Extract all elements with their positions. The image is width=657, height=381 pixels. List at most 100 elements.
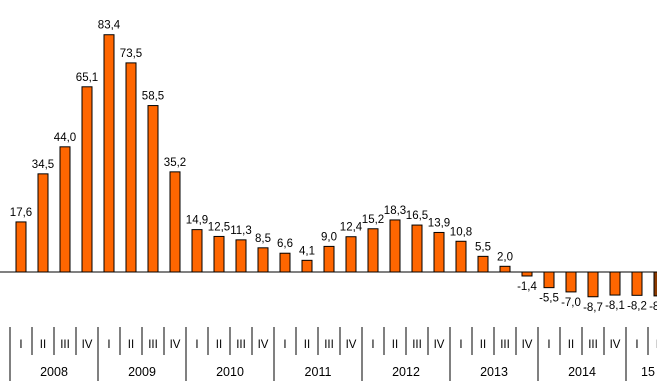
value-label: -5,5	[539, 293, 559, 305]
bar	[389, 219, 401, 273]
bar	[191, 229, 203, 273]
value-labels-group: 17,6 34,5 44,0 65,1 83,4 73,5 58,5 35,2 14,912,5…	[10, 20, 657, 314]
quarter-tick-label: IV	[610, 339, 621, 351]
value-label: -8,7	[583, 302, 603, 314]
quarter-tick-label: II	[304, 339, 310, 351]
bar	[301, 259, 313, 273]
bar	[609, 271, 621, 296]
quarter-tick-label: IV	[434, 339, 445, 351]
value-label: 8,5	[255, 233, 271, 245]
bar	[477, 255, 489, 273]
bar	[499, 265, 511, 273]
value-label: 58,5	[142, 91, 164, 103]
bars-group	[15, 34, 657, 298]
quarter-tick-label: III	[148, 339, 158, 351]
bar	[235, 239, 247, 273]
year-tick-label: 2014	[568, 365, 596, 379]
quarter-tick-label: I	[107, 339, 110, 351]
bar	[587, 271, 599, 298]
quarter-tick-label: I	[547, 339, 550, 351]
quarter-tick-label: III	[324, 339, 334, 351]
year-tick-label: 2008	[40, 365, 68, 379]
value-label: 12,5	[208, 221, 230, 233]
year-tick-label: 2011	[305, 365, 332, 379]
value-label: 16,5	[406, 210, 428, 222]
value-label: -8,1	[605, 300, 625, 312]
value-label: 17,6	[10, 207, 32, 219]
quarter-tick-label: II	[568, 339, 574, 351]
quarter-tick-label: IV	[170, 339, 181, 351]
quarter-tick-label: II	[480, 339, 486, 351]
bar	[631, 271, 643, 296]
bar	[15, 221, 27, 273]
bar	[411, 224, 423, 273]
bar	[279, 252, 291, 273]
year-tick-label: 2010	[216, 365, 244, 379]
year-tick-label: 2009	[128, 365, 156, 379]
bar	[565, 271, 577, 293]
value-label: 11,3	[230, 225, 252, 237]
bar	[103, 34, 115, 273]
value-label: 12,4	[340, 222, 363, 234]
value-label: 83,4	[98, 20, 121, 32]
quarter-tick-label: IV	[82, 339, 93, 351]
quarter-tick-label: II	[656, 339, 657, 351]
value-label: 13,9	[428, 217, 450, 229]
value-label: -1,4	[517, 281, 537, 293]
value-label: -8,2	[627, 300, 647, 312]
value-label: 65,1	[76, 72, 98, 84]
value-label: 34,5	[32, 159, 54, 171]
quarter-tick-label: II	[128, 339, 134, 351]
bar	[59, 146, 71, 273]
quarter-tick-label: III	[500, 339, 510, 351]
bar	[323, 245, 335, 273]
quarter-tick-label: IV	[522, 339, 533, 351]
value-label: -7,0	[561, 297, 581, 309]
bar	[367, 228, 379, 273]
quarter-tick-label: III	[236, 339, 246, 351]
bar	[543, 271, 555, 289]
bar	[147, 105, 159, 273]
value-label: 73,5	[120, 48, 142, 60]
bar	[345, 236, 357, 273]
bar	[213, 235, 225, 273]
bar	[125, 62, 137, 273]
bar	[433, 231, 445, 273]
value-label: 18,3	[384, 205, 406, 217]
quarter-tick-label: II	[392, 339, 398, 351]
value-label: 10,8	[450, 226, 472, 238]
value-label: 35,2	[164, 157, 186, 169]
quarter-tick-label: I	[195, 339, 198, 351]
quarter-tick-label: III	[60, 339, 70, 351]
bar	[653, 271, 657, 297]
bar	[257, 247, 269, 273]
quarter-tick-label: I	[459, 339, 462, 351]
bar	[455, 240, 467, 273]
quarter-tick-label: IV	[258, 339, 269, 351]
quarter-tick-label: II	[40, 339, 46, 351]
quarter-tick-label: III	[412, 339, 422, 351]
year-tick-label: 2013	[480, 365, 508, 379]
bar	[37, 173, 49, 273]
year-tick-label: 15	[641, 365, 655, 379]
value-label: 15,2	[362, 214, 384, 226]
year-tick-label: 2012	[392, 365, 420, 379]
quarter-tick-label: I	[371, 339, 374, 351]
value-label: 14,9	[186, 215, 208, 227]
value-label: 5,5	[475, 241, 491, 253]
value-label: 44,0	[54, 132, 76, 144]
value-label: -8,4	[649, 301, 657, 313]
bar	[521, 271, 533, 277]
quarter-tick-label: I	[635, 339, 638, 351]
quarter-tick-label: I	[283, 339, 286, 351]
bar	[169, 171, 181, 273]
value-label: 9,0	[321, 231, 337, 243]
value-label: 2,0	[497, 251, 513, 263]
quarter-tick-label: I	[19, 339, 22, 351]
value-label: 4,1	[299, 245, 315, 257]
bar	[81, 86, 93, 273]
quarter-tick-label: II	[216, 339, 222, 351]
quarter-tick-label: IV	[346, 339, 357, 351]
